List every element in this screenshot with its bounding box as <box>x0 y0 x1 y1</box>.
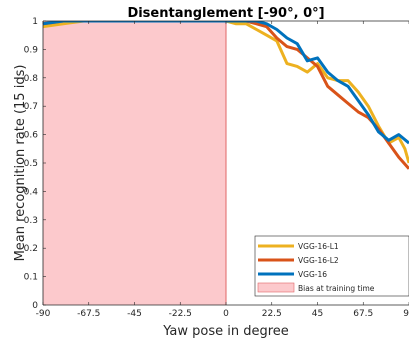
series-line-1 <box>43 21 409 164</box>
x-tick-label: 22.5 <box>262 309 282 319</box>
chart-title: Disentanglement [-90°, 0°] <box>127 6 324 21</box>
x-ticks: -90 -67.5 -45 -22.5 0 22.5 45 67.5 90 <box>36 21 409 319</box>
x-tick-label: 90 <box>403 309 409 319</box>
legend-label-2: VGG-16-L2 <box>298 256 339 265</box>
y-axis-label: Mean recognition rate (15 ids) <box>13 65 28 262</box>
y-tick-label: 0.4 <box>24 187 39 197</box>
y-tick-label: 0 <box>32 301 38 311</box>
x-tick-label: -90 <box>36 309 51 319</box>
y-tick-label: 1 <box>32 17 38 27</box>
y-tick-label: 0.2 <box>24 244 38 254</box>
y-tick-label: 0.3 <box>24 216 38 226</box>
legend-label-3: VGG-16 <box>298 270 327 279</box>
x-tick-label: 67.5 <box>353 309 373 319</box>
y-tick-label: 0.6 <box>24 131 39 141</box>
x-tick-label: -67.5 <box>77 309 100 319</box>
legend-label-bias: Bias at training time <box>298 284 375 293</box>
x-tick-label: -22.5 <box>169 309 192 319</box>
x-tick-label: 45 <box>312 309 323 319</box>
bias-region <box>43 21 226 305</box>
y-tick-label: 0.5 <box>24 159 38 169</box>
legend-swatch-bias <box>257 282 295 293</box>
x-axis-label: Yaw pose in degree <box>162 324 289 339</box>
y-ticks: 0 0.1 0.2 0.3 0.4 0.5 0.6 0.7 0.8 0.9 1 <box>24 17 46 311</box>
y-tick-label: 0.7 <box>24 102 38 112</box>
series-layer <box>43 21 409 170</box>
series-line-3 <box>43 21 409 145</box>
y-tick-label: 0.9 <box>24 45 39 55</box>
legend-items: VGG-16-L1 VGG-16-L2 VGG-16 Bias at training… <box>257 242 375 293</box>
x-tick-label: -45 <box>127 309 142 319</box>
y-tick-label: 0.1 <box>24 273 38 283</box>
x-tick-label: 0 <box>223 309 229 319</box>
legend: VGG-16-L1 VGG-16-L2 VGG-16 Bias at training… <box>254 235 409 297</box>
y-tick-label: 0.8 <box>24 74 39 84</box>
legend-label-1: VGG-16-L1 <box>298 242 339 251</box>
